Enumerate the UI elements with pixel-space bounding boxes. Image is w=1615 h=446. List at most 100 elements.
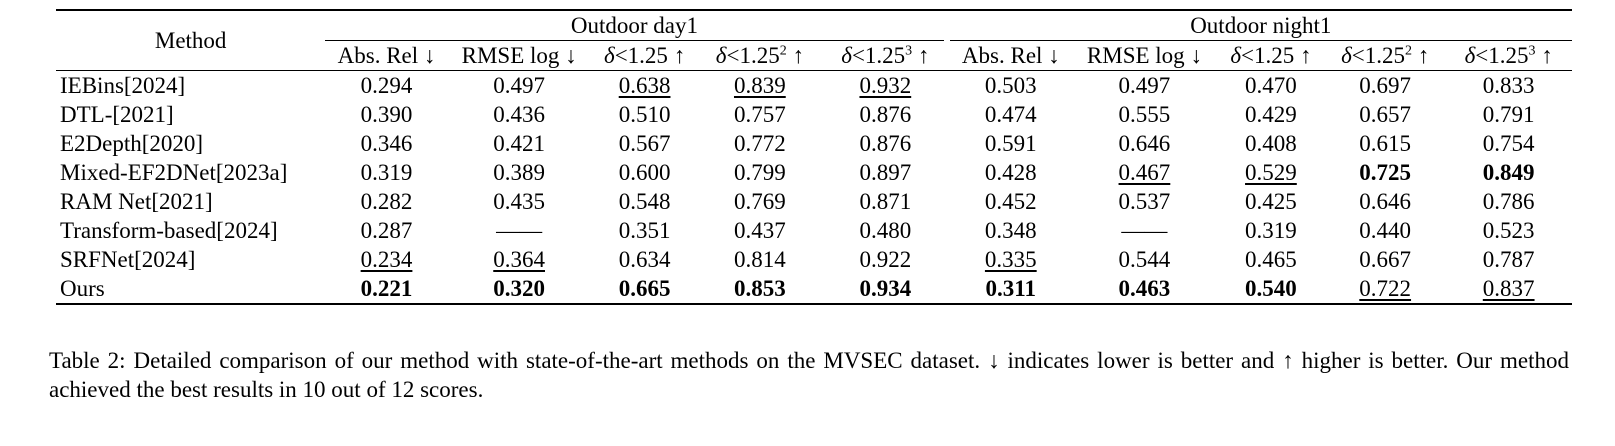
value-text: 0.428: [984, 160, 1037, 185]
value-text: 0.837: [1482, 276, 1535, 301]
metric-exponent: 2: [779, 43, 787, 59]
value-text: 0.638: [618, 73, 671, 98]
results-table: Method Outdoor day1 Outdoor night1 Abs. …: [56, 9, 1572, 305]
value-text: 0.786: [1482, 189, 1535, 214]
metric-value: 0.769: [699, 187, 821, 216]
metric-value: 0.540: [1217, 274, 1325, 304]
value-text: 0.282: [360, 189, 413, 214]
value-text: 0.320: [493, 276, 545, 301]
group-label-day: Outdoor day1: [325, 11, 944, 41]
metric-value: 0.503: [949, 70, 1072, 100]
value-text: 0.294: [360, 73, 413, 98]
metric-header-8: δ<1.252 ↑: [1325, 41, 1445, 71]
metric-value: 0.320: [448, 274, 591, 304]
arrow-up-icon: ↑: [792, 43, 804, 68]
arrow-down-icon: ↓: [423, 43, 436, 68]
metric-label: RMSE log: [461, 43, 560, 68]
value-text: 0.529: [1245, 160, 1297, 185]
value-text: 0.474: [984, 102, 1037, 127]
value-text: 0.348: [984, 218, 1037, 243]
value-text: 0.440: [1359, 218, 1412, 243]
arrow-up-icon: ↑: [1541, 43, 1553, 68]
metric-value: 0.876: [821, 129, 950, 158]
group-header-row: Method Outdoor day1 Outdoor night1: [56, 10, 1572, 53]
value-text: 0.437: [733, 218, 786, 243]
value-text: 0.319: [360, 160, 413, 185]
metric-value: 0.497: [1072, 70, 1217, 100]
metric-header-4: δ<1.253 ↑: [821, 41, 950, 71]
metric-value: 0.497: [447, 70, 591, 100]
value-text: 0.429: [1245, 102, 1297, 127]
value-text: 0.799: [733, 160, 786, 185]
metric-value: 0.421: [448, 129, 591, 158]
metric-value: 0.221: [325, 274, 447, 304]
value-text: 0.932: [859, 73, 912, 98]
metric-value: 0.897: [821, 158, 950, 187]
table-row: RAM Net[2021] 0.282 0.435 0.548 0.769 0.871 0.…: [56, 187, 1572, 216]
table-row: Mixed-EF2DNet[2023a] 0.319 0.389 0.600 0.799…: [56, 158, 1572, 187]
metric-value: 0.351: [591, 216, 699, 245]
metric-label: <1.25: [851, 43, 906, 68]
metric-value: 0.510: [591, 100, 699, 129]
metric-value: 0.523: [1445, 216, 1572, 245]
arrow-down-icon: ↓: [565, 43, 577, 68]
metric-header-3: δ<1.252 ↑: [699, 41, 821, 71]
metric-value: 0.787: [1445, 245, 1572, 274]
value-text: 0.436: [493, 102, 545, 127]
metric-value: 0.437: [699, 216, 821, 245]
metric-value: 0.634: [591, 245, 699, 274]
value-text: 0.540: [1245, 276, 1297, 301]
metric-value: 0.346: [325, 129, 447, 158]
metric-value: 0.467: [1072, 158, 1217, 187]
value-text: 0.408: [1245, 131, 1297, 156]
method-name: E2Depth[2020]: [60, 131, 204, 156]
table-row: E2Depth[2020] 0.346 0.421 0.567 0.772 0.876 0.…: [56, 129, 1572, 158]
metric-label: Abs. Rel: [961, 43, 1043, 68]
value-text: 0.537: [1118, 189, 1171, 214]
metric-value: 0.364: [448, 245, 591, 274]
value-text: 0.849: [1482, 160, 1535, 185]
value-text: 0.452: [984, 189, 1037, 214]
metric-value: 0.452: [950, 187, 1072, 216]
metric-value: 0.839: [698, 70, 822, 100]
metric-value: 0.591: [950, 129, 1072, 158]
value-text: 0.754: [1482, 131, 1535, 156]
metric-value: 0.667: [1325, 245, 1445, 274]
metric-value: 0.319: [325, 158, 447, 187]
value-text: 0.497: [493, 73, 545, 98]
value-text: 0.757: [733, 102, 786, 127]
metric-value: 0.757: [699, 100, 821, 129]
table-row: Transform-based[2024] 0.287 —— 0.351 0.437 0.…: [56, 216, 1572, 245]
group-label-night: Outdoor night1: [949, 11, 1572, 41]
value-text: 0.853: [733, 276, 786, 301]
table-caption: Table 2: Detailed comparison of our meth…: [49, 348, 1569, 402]
metric-value: 0.932: [821, 70, 950, 100]
value-text: 0.435: [493, 189, 545, 214]
value-text: 0.287: [360, 218, 413, 243]
delta-symbol: δ: [841, 43, 852, 68]
value-text: 0.480: [859, 218, 912, 243]
value-text: 0.876: [859, 102, 912, 127]
value-text: 0.389: [493, 160, 545, 185]
value-text: 0.544: [1118, 247, 1171, 272]
value-text: 0.769: [733, 189, 786, 214]
method-name: Ours: [60, 276, 105, 301]
table-row: Ours 0.221 0.320 0.665 0.853 0.934 0.311 0.463 0…: [56, 274, 1572, 304]
metric-label: <1.25: [614, 43, 668, 68]
metric-value: 0.871: [821, 187, 950, 216]
metric-value: 0.638: [590, 70, 699, 100]
value-text: 0.833: [1482, 73, 1535, 98]
value-text: 0.934: [859, 276, 912, 301]
metric-value: 0.470: [1216, 70, 1325, 100]
value-text: 0.319: [1245, 218, 1297, 243]
metric-value: 0.876: [821, 100, 950, 129]
metric-value: 0.428: [950, 158, 1072, 187]
metric-value: 0.814: [699, 245, 821, 274]
metric-value: 0.548: [591, 187, 699, 216]
metric-exponent: 3: [905, 43, 913, 59]
value-text: 0.871: [859, 189, 912, 214]
metric-value: 0.725: [1325, 158, 1445, 187]
metric-value: 0.474: [950, 100, 1072, 129]
value-text: 0.351: [618, 218, 671, 243]
value-text: 0.791: [1482, 102, 1535, 127]
